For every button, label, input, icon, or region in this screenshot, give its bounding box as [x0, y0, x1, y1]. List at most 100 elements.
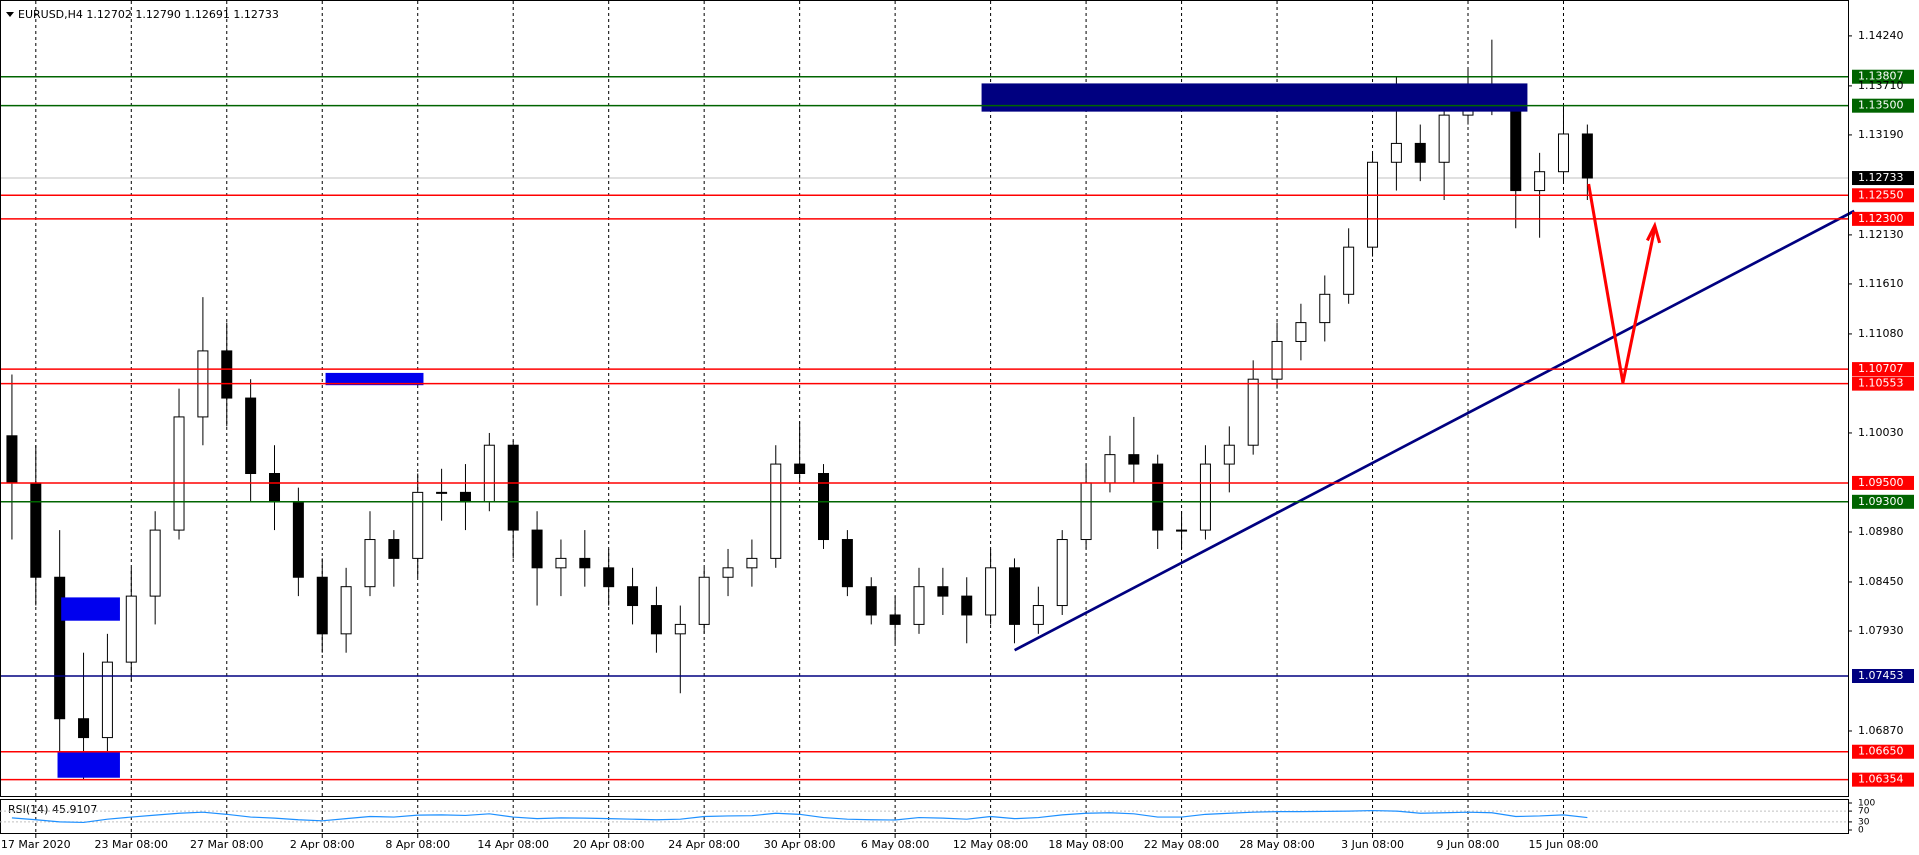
candle-body — [507, 444, 519, 531]
level-label: 1.10707 — [1858, 362, 1904, 375]
level-label: 1.13500 — [1858, 99, 1904, 112]
candle-body — [316, 576, 328, 635]
candle-body — [746, 557, 758, 569]
menu-triangle[interactable] — [6, 12, 14, 17]
candle-body — [1271, 340, 1283, 380]
candle-body — [1199, 463, 1211, 531]
candle-body — [531, 529, 543, 569]
x-tick-label: 8 Apr 08:00 — [385, 838, 450, 851]
candle-body — [1247, 378, 1259, 446]
level-tag — [1852, 69, 1914, 84]
candle-body — [555, 557, 567, 569]
candle-body — [340, 586, 352, 635]
chart-title: EURUSD,H4 1.12702 1.12790 1.12691 1.1273… — [18, 8, 279, 21]
rsi-tick-label: 30 — [1858, 817, 1870, 827]
candle-body — [173, 416, 185, 531]
level-label: 1.12300 — [1858, 212, 1904, 225]
level-label: 1.10553 — [1858, 377, 1904, 390]
candle-body — [627, 586, 639, 607]
forecast-arrow — [1587, 183, 1657, 384]
candle-body — [269, 473, 281, 503]
level-tag — [1852, 362, 1914, 377]
candle-body — [579, 557, 591, 569]
candle-body — [961, 595, 973, 616]
x-tick-label: 14 Apr 08:00 — [477, 838, 549, 851]
candle-body — [603, 567, 615, 588]
y-tick-label: 1.06870 — [1858, 724, 1904, 737]
candle-body — [698, 576, 710, 625]
level-label: 1.06354 — [1858, 773, 1904, 786]
y-tick-label: 1.11080 — [1858, 327, 1904, 340]
candle-body — [1390, 142, 1402, 163]
plot-border — [0, 0, 1849, 797]
candle-body — [1104, 454, 1116, 484]
arrow-head — [1646, 221, 1662, 244]
rsi-tick-label: 0 — [1858, 826, 1864, 836]
x-tick-label: 9 Jun 08:00 — [1437, 838, 1500, 851]
current-price-label: 1.12733 — [1858, 171, 1904, 184]
candle-body — [913, 586, 925, 625]
y-tick-label: 1.10030 — [1858, 426, 1904, 439]
annotations — [57, 83, 1855, 778]
candle-body — [125, 595, 137, 663]
candle-body — [436, 491, 448, 494]
y-tick-label: 1.13190 — [1858, 128, 1904, 141]
rsi-border — [0, 799, 1849, 834]
x-tick-label: 2 Apr 08:00 — [290, 838, 355, 851]
y-tick-label: 1.13710 — [1858, 79, 1904, 92]
candle-body — [1008, 567, 1020, 625]
candle-body — [412, 491, 424, 559]
candle-body — [1534, 171, 1546, 192]
candle-body — [1176, 529, 1188, 532]
x-tick-label: 22 May 08:00 — [1144, 838, 1219, 851]
x-tick-label: 24 Apr 08:00 — [668, 838, 740, 851]
x-tick-label: 15 Jun 08:00 — [1529, 838, 1599, 851]
candle-body — [6, 435, 18, 484]
candle-body — [674, 623, 686, 635]
candle-body — [841, 539, 853, 588]
candle-body — [1152, 463, 1164, 531]
candle-body — [770, 463, 782, 559]
level-tag — [1852, 188, 1914, 203]
candle-layer — [6, 39, 1593, 780]
level-layer: 1.13807 1.13500 1.12550 1.12300 1.10707 1.105… — [0, 69, 1914, 787]
candle-body — [1080, 482, 1092, 541]
x-tick-label: 27 Mar 08:00 — [190, 838, 263, 851]
candle-body — [1223, 444, 1235, 465]
candle-body — [388, 539, 400, 559]
candle-body — [1557, 133, 1569, 173]
candle-body — [1367, 161, 1379, 248]
x-tick-label: 18 May 08:00 — [1048, 838, 1123, 851]
candle-body — [985, 567, 997, 616]
supply-zone — [981, 83, 1528, 112]
rsi-tick-label: 100 — [1858, 799, 1875, 809]
candle-body — [889, 614, 901, 625]
x-tick-label: 28 May 08:00 — [1239, 838, 1314, 851]
y-tick-label: 1.08450 — [1858, 575, 1904, 588]
candle-body — [865, 586, 877, 616]
candle-body — [245, 397, 257, 475]
candle-body — [1295, 322, 1307, 342]
zone — [61, 597, 120, 621]
candle-body — [1438, 114, 1450, 163]
level-label: 1.12550 — [1858, 188, 1904, 201]
candle-body — [292, 501, 304, 578]
y-tick-label: 1.12130 — [1858, 228, 1904, 241]
x-tick-label: 3 Jun 08:00 — [1341, 838, 1404, 851]
rsi-line — [11, 809, 1588, 824]
candle-body — [221, 350, 233, 399]
y-tick-label: 1.07930 — [1858, 624, 1904, 637]
candle-body — [1319, 293, 1331, 324]
candle-body — [1343, 246, 1355, 295]
x-tick-label: 6 May 08:00 — [861, 838, 929, 851]
candle-body — [794, 463, 806, 475]
candle-body — [364, 539, 376, 588]
level-tag — [1852, 475, 1914, 490]
level-tag — [1852, 211, 1914, 226]
level-label: 1.09500 — [1858, 476, 1904, 489]
y-tick-label: 1.11610 — [1858, 277, 1904, 290]
candle-body — [149, 529, 161, 597]
candle-body — [1128, 454, 1140, 465]
